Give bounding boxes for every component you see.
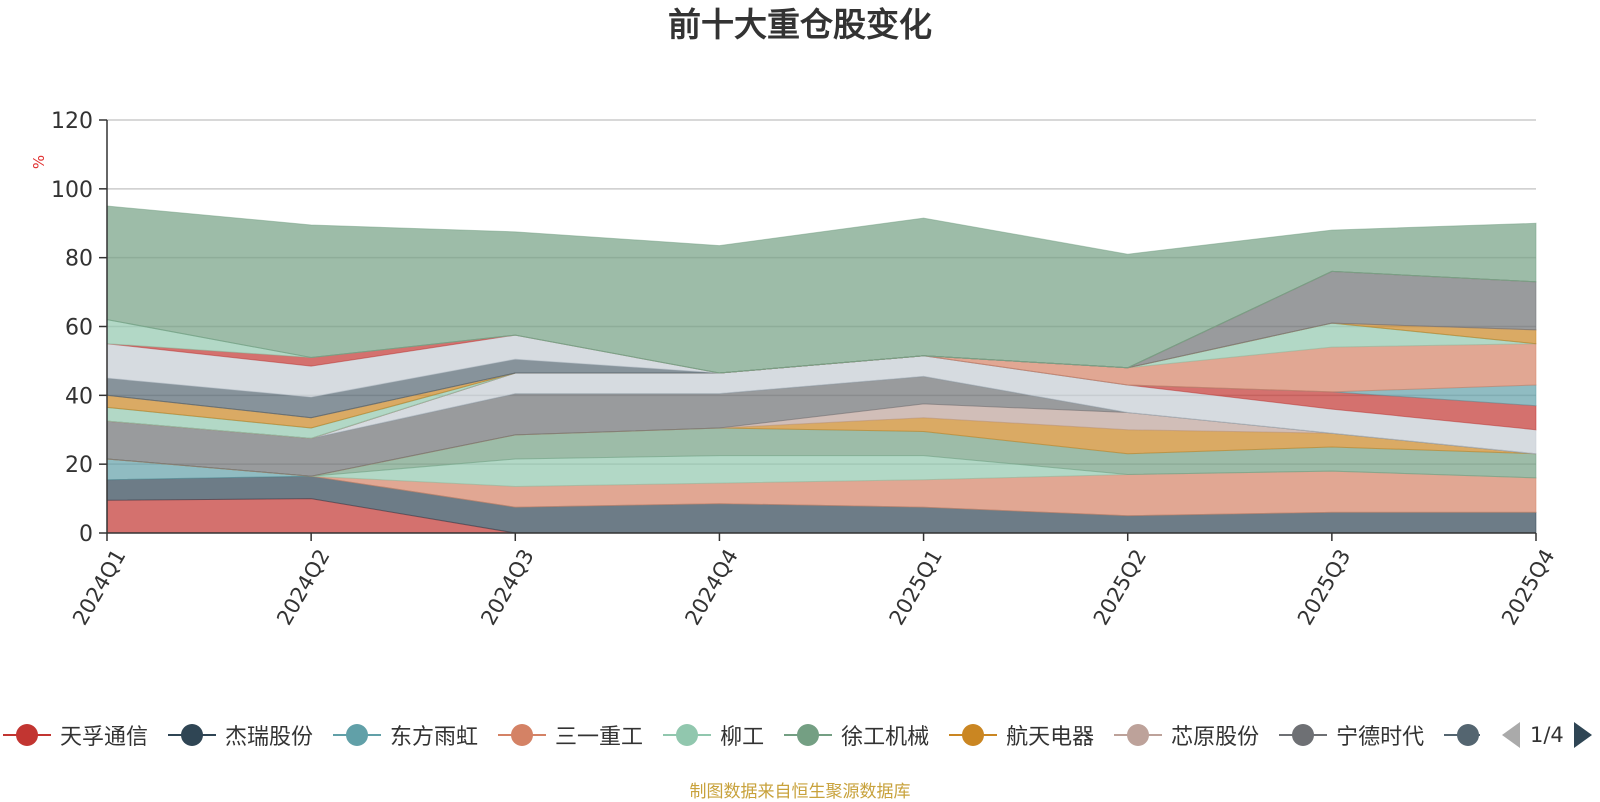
legend-item[interactable]: 芯原股份 (1113, 713, 1259, 757)
legend-marker-icon (1444, 724, 1480, 746)
legend-items: 天孚通信杰瑞股份东方雨虹三一重工柳工徐工机械航天电器芯原股份宁德时代中际旭创新易… (0, 713, 1480, 757)
legend-label: 宁德时代 (1336, 725, 1425, 750)
legend-item[interactable]: 杰瑞股份 (167, 713, 313, 757)
y-tick-label: 60 (65, 316, 93, 341)
legend-item[interactable]: 东方雨虹 (332, 713, 478, 757)
legend-marker-icon (333, 724, 382, 746)
triangle-left-icon (1502, 722, 1520, 748)
y-tick-label: 120 (51, 109, 93, 134)
legend-label: 三一重工 (555, 725, 644, 750)
legend-item[interactable]: 中际旭创 (1443, 713, 1480, 757)
legend-label: 芯原股份 (1171, 725, 1260, 750)
legend-item[interactable]: 天孚通信 (2, 713, 148, 757)
triangle-right-icon (1573, 722, 1592, 748)
legend-item[interactable]: 宁德时代 (1278, 713, 1424, 757)
legend-marker-icon (1114, 724, 1163, 746)
y-tick-label: 20 (65, 453, 93, 478)
legend-item[interactable]: 柳工 (662, 713, 764, 757)
x-axis-ticks: 2024Q1 2024Q2 2024Q3 2024Q4 2025Q1 2025Q2 2025… (68, 533, 1559, 629)
y-tick-label: 100 (51, 178, 93, 203)
legend-pager: 1/4 (1500, 720, 1594, 750)
legend-prev-button[interactable] (1500, 720, 1522, 750)
x-tick-label: 2024Q2 (272, 545, 334, 629)
legend-marker-icon (1279, 724, 1328, 746)
legend-label: 杰瑞股份 (225, 725, 314, 750)
y-axis-ticks: 0 20 40 60 80 100 120 (51, 109, 107, 547)
legend-marker-icon (168, 724, 217, 746)
x-tick-label: 2024Q4 (680, 545, 742, 629)
x-tick-label: 2025Q4 (1497, 545, 1559, 629)
legend-label: 徐工机械 (841, 725, 930, 750)
chart-title: 前十大重仓股变化 (668, 5, 932, 44)
legend-item[interactable]: 徐工机械 (783, 713, 929, 757)
x-tick-label: 2024Q3 (476, 545, 538, 629)
legend-marker-icon (663, 724, 712, 746)
legend-label: 柳工 (720, 725, 765, 750)
legend-marker-icon (3, 724, 51, 746)
legend-label: 天孚通信 (60, 725, 149, 750)
x-tick-label: 2025Q2 (1089, 545, 1151, 629)
legend-marker-icon (498, 724, 547, 746)
legend-page-indicator: 1/4 (1530, 723, 1564, 747)
source-note: 制图数据来自恒生聚源数据库 (689, 782, 911, 802)
legend: 天孚通信杰瑞股份东方雨虹三一重工柳工徐工机械航天电器芯原股份宁德时代中际旭创新易… (0, 713, 1600, 757)
x-tick-label: 2025Q3 (1293, 545, 1355, 629)
y-tick-label: 80 (65, 247, 93, 272)
x-tick-label: 2024Q1 (68, 545, 130, 629)
y-axis-label: % (30, 155, 48, 169)
legend-label: 航天电器 (1006, 725, 1095, 750)
legend-next-button[interactable] (1572, 720, 1594, 750)
legend-label: 东方雨虹 (390, 725, 479, 750)
legend-item[interactable]: 航天电器 (948, 713, 1094, 757)
y-tick-label: 40 (65, 384, 93, 409)
y-tick-label: 0 (79, 522, 93, 547)
area-series-25[interactable] (106, 205, 1537, 374)
area-series (106, 205, 1537, 534)
x-tick-label: 2025Q1 (885, 545, 947, 629)
legend-marker-icon (784, 724, 833, 746)
legend-marker-icon (949, 724, 998, 746)
legend-item[interactable]: 三一重工 (497, 713, 643, 757)
